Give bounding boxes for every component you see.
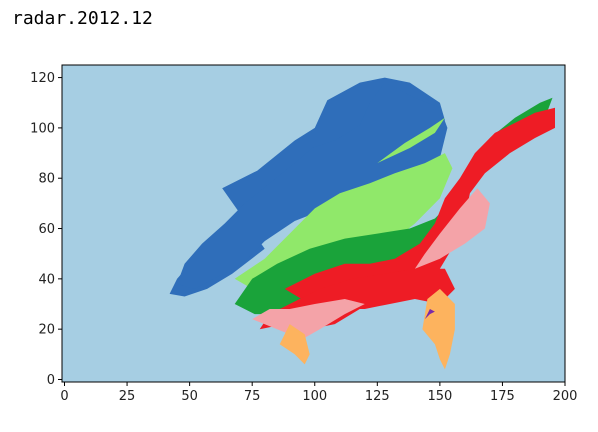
cell-title: radar.2012.12 xyxy=(12,8,153,29)
y-tick-label: 40 xyxy=(38,272,55,287)
region-purple xyxy=(424,309,435,320)
region-light-green xyxy=(377,117,445,164)
y-tick-label: 60 xyxy=(38,222,55,237)
x-tick-label: 150 xyxy=(427,389,452,404)
y-tick-label: 100 xyxy=(30,121,55,136)
x-tick-label: 75 xyxy=(244,389,261,404)
region-pink xyxy=(414,188,490,269)
x-tick-label: 25 xyxy=(119,389,136,404)
y-tick-label: 20 xyxy=(38,323,55,338)
y-tick-label: 80 xyxy=(38,172,55,187)
y-tick-label: 120 xyxy=(30,71,55,86)
heatmap-regions xyxy=(169,77,555,370)
x-tick-label: 50 xyxy=(181,389,198,404)
region-orange xyxy=(422,288,455,370)
region-orange xyxy=(279,324,310,365)
region-dark-blue xyxy=(177,82,448,289)
region-pink xyxy=(252,299,365,340)
region-green xyxy=(234,97,553,315)
x-tick-label: 200 xyxy=(553,389,578,404)
plot-frame xyxy=(61,64,566,383)
x-tick-label: 125 xyxy=(365,389,390,404)
region-light-green xyxy=(234,153,453,289)
y-tick-label: 0 xyxy=(47,373,55,388)
x-tick-label: 0 xyxy=(60,389,68,404)
x-tick-label: 100 xyxy=(302,389,327,404)
x-tick-label: 175 xyxy=(490,389,515,404)
region-red xyxy=(284,107,555,309)
